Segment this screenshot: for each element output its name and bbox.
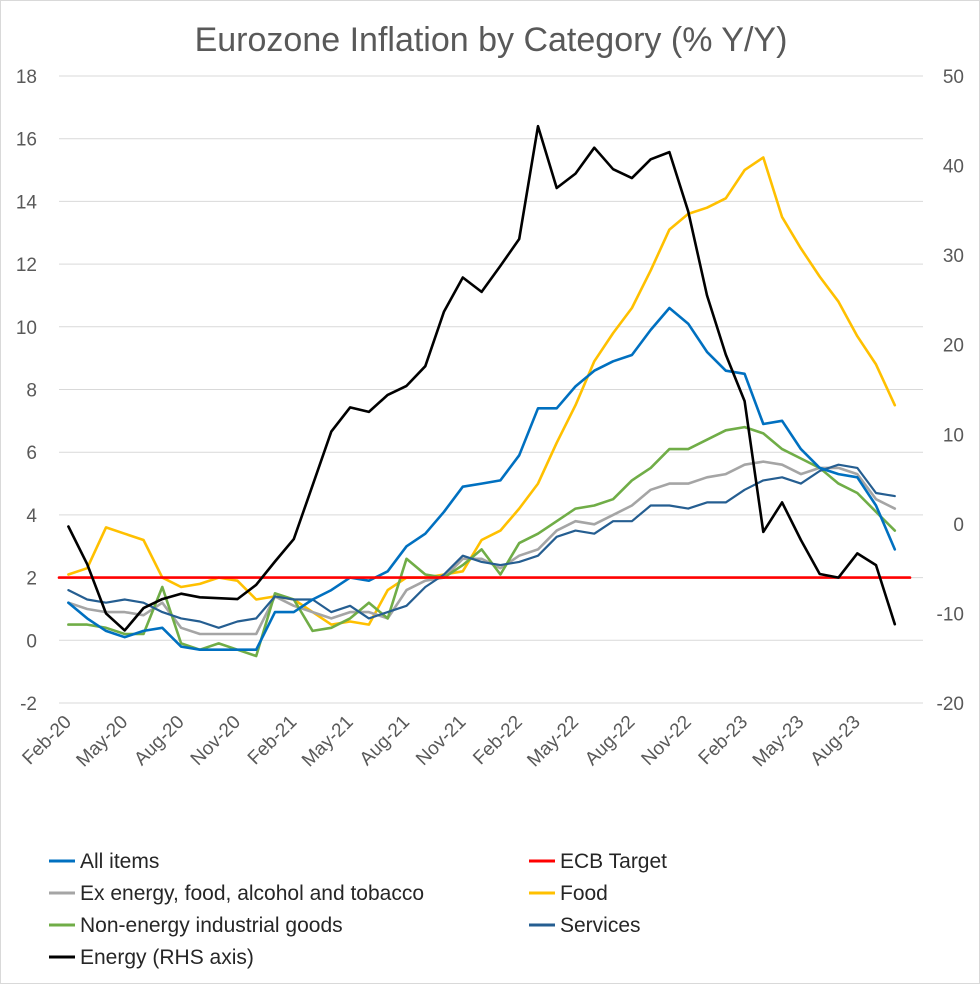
x-tick-label: May-20: [73, 712, 133, 772]
legend-label: Ex energy, food, alcohol and tobacco: [80, 882, 424, 905]
left-tick-label: -2: [20, 694, 37, 715]
legend-item-ecb-target: ECB Target: [529, 850, 667, 873]
series-line-non-energy-industrial-goods: [67, 425, 897, 658]
left-axis: -2 0 2 4 6 8 10 12 14 16 18: [16, 67, 38, 715]
legend-item-services: Services: [529, 914, 641, 937]
x-axis: Feb-20May-20Aug-20Nov-20Feb-21May-21Aug-…: [19, 712, 865, 772]
series-line-services: [67, 463, 896, 629]
legend: All items ECB Target Ex energy, food, alco…: [49, 850, 667, 969]
left-tick-label: 0: [26, 631, 37, 652]
left-tick-label: 12: [16, 255, 37, 276]
left-tick-label: 16: [16, 130, 37, 151]
x-tick-label: Nov-21: [412, 712, 470, 770]
right-tick-label: 10: [943, 425, 964, 446]
x-tick-label: Nov-20: [187, 712, 245, 770]
series-line-food: [67, 156, 897, 626]
legend-item-food: Food: [529, 882, 608, 905]
left-tick-label: 14: [16, 192, 38, 213]
legend-label: All items: [80, 850, 159, 873]
right-tick-label: 40: [943, 157, 964, 178]
left-tick-label: 10: [16, 318, 37, 339]
left-tick-label: 18: [16, 67, 37, 88]
x-tick-label: Aug-23: [807, 712, 865, 770]
chart-title: Eurozone Inflation by Category (% Y/Y): [195, 21, 788, 59]
legend-label: Non-energy industrial goods: [80, 914, 343, 937]
legend-label: Food: [560, 882, 608, 905]
x-tick-label: Aug-21: [356, 712, 414, 770]
legend-item-non-energy-industrial-goods: Non-energy industrial goods: [49, 914, 343, 937]
x-tick-label: Aug-20: [130, 712, 188, 770]
x-tick-label: Aug-22: [581, 712, 639, 770]
right-tick-label: 20: [943, 336, 964, 357]
x-tick-label: Feb-20: [19, 712, 76, 769]
series-line-all-items: [67, 306, 897, 652]
series-lines: [57, 124, 912, 658]
x-tick-label: Nov-22: [638, 712, 696, 770]
legend-item-energy-rhs-axis: Energy (RHS axis): [49, 946, 254, 969]
legend-item-all-items: All items: [49, 850, 159, 873]
legend-item-ex-energy-food-alcohol-and-tobacco: Ex energy, food, alcohol and tobacco: [49, 882, 424, 905]
right-tick-label: 0: [953, 515, 964, 536]
legend-label: Services: [560, 914, 641, 937]
x-tick-label: Feb-21: [244, 712, 301, 769]
x-tick-label: Feb-22: [469, 712, 526, 769]
series-line-energy-rhs-axis: [67, 124, 897, 632]
right-tick-label: 30: [943, 246, 964, 267]
left-tick-label: 6: [26, 443, 37, 464]
legend-label: Energy (RHS axis): [80, 946, 254, 969]
right-tick-label: -10: [937, 604, 964, 625]
right-axis: -20 -10 0 10 20 30 40 50: [937, 67, 964, 715]
x-tick-label: Feb-23: [695, 712, 752, 769]
x-tick-label: May-23: [749, 712, 809, 772]
left-tick-label: 8: [26, 381, 37, 402]
series-line-ex-energy-food-alcohol-and-tobacco: [67, 460, 897, 636]
x-tick-label: May-22: [523, 712, 583, 772]
x-tick-label: May-21: [298, 712, 358, 772]
right-tick-label: 50: [943, 67, 964, 88]
legend-label: ECB Target: [560, 850, 667, 873]
left-tick-label: 4: [26, 506, 37, 527]
gridlines: [59, 75, 923, 704]
right-tick-label: -20: [937, 694, 964, 715]
left-tick-label: 2: [26, 569, 37, 590]
